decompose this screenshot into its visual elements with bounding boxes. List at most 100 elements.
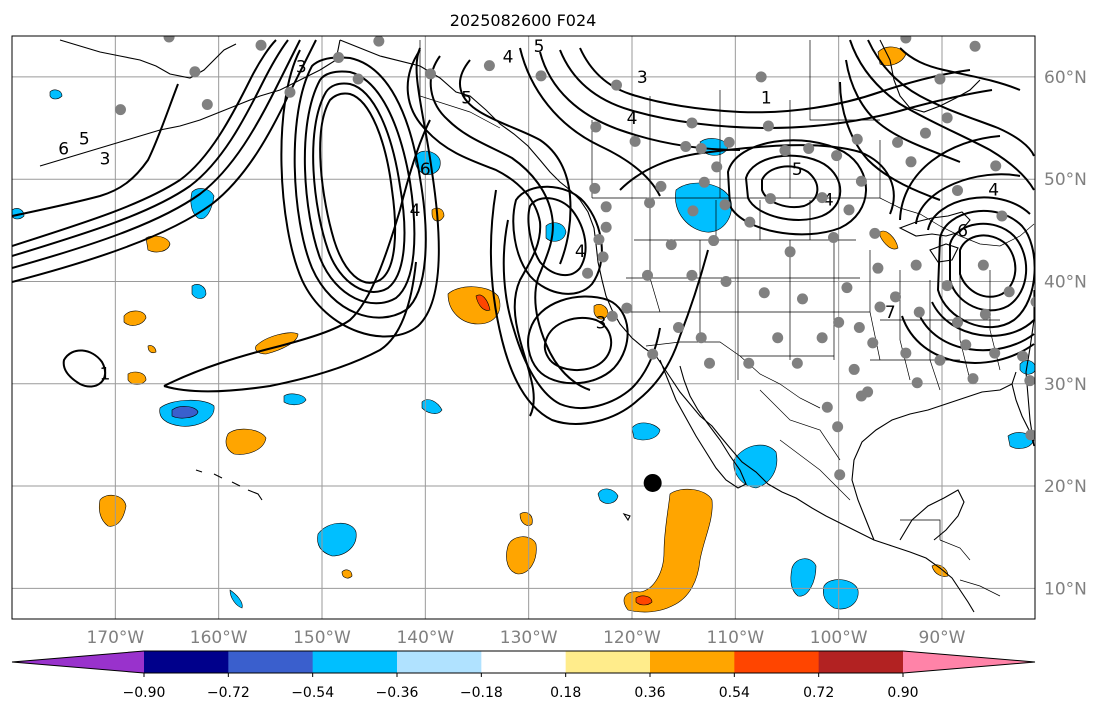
negative-anomaly-blob [191, 284, 207, 299]
station-dot [913, 306, 925, 318]
station-dot [719, 199, 731, 211]
station-dot [352, 73, 364, 85]
colorbar-label: 0.36 [634, 685, 665, 701]
alaska-western-coastline [59, 39, 237, 79]
contour-line [62, 349, 107, 388]
station-dot [990, 160, 1002, 172]
colorbar-label: −0.90 [123, 685, 166, 701]
colorbar-segment [228, 651, 314, 673]
contour-label: 5 [79, 129, 90, 149]
contour-line [12, 39, 301, 269]
station-dot [779, 145, 791, 157]
contour-lines [12, 39, 1035, 425]
station-dot [115, 104, 126, 116]
station-dot [816, 332, 828, 344]
contour-line [936, 210, 1035, 329]
station-dot [977, 259, 989, 271]
station-dot [784, 246, 796, 258]
colorbar-label: 0.54 [719, 685, 750, 701]
station-dot [723, 136, 735, 148]
colorbar-label: 0.90 [887, 685, 918, 701]
contour-line [527, 197, 587, 277]
colorbar-segment [481, 651, 567, 673]
contour-label: 1 [100, 365, 111, 385]
station-dot [797, 293, 808, 305]
lon-tick-label: 100°W [810, 628, 868, 648]
lon-tick-label: 140°W [396, 628, 454, 648]
colorbar-segment [565, 651, 651, 673]
contour-line [744, 154, 842, 221]
contour-line [512, 185, 603, 295]
contour-line [949, 222, 1027, 312]
station-dot [979, 308, 991, 320]
station-dot [934, 73, 946, 85]
contour-line [319, 92, 397, 284]
station-dot [687, 205, 699, 217]
station-dot [816, 192, 828, 204]
colorbar-extend-high [903, 651, 1035, 673]
station-dot [952, 316, 963, 328]
station-dot [600, 221, 612, 233]
station-dot [606, 310, 618, 322]
site-marker [643, 473, 662, 492]
station-dot [941, 112, 953, 124]
positive-anomaly-blob [225, 428, 267, 455]
station-dot [1003, 286, 1015, 298]
contour-label: 5 [534, 37, 545, 57]
contour-line [726, 139, 867, 236]
alaska-canada-border [419, 40, 501, 129]
positive-anomaly-blob [98, 494, 127, 527]
station-dot [1024, 375, 1035, 387]
contour-label: 3 [296, 58, 307, 78]
contour-line [459, 59, 572, 265]
station-dot [831, 150, 843, 162]
station-dot [189, 66, 201, 78]
lon-tick-label: 160°W [190, 628, 248, 648]
negative-anomaly-blob [733, 444, 778, 489]
station-dot [960, 339, 972, 351]
contour-line [303, 70, 416, 305]
contour-line [915, 173, 1035, 352]
baja-california-coastline [659, 359, 747, 489]
station-dot [611, 79, 622, 91]
station-dot [996, 210, 1008, 222]
station-dot [989, 347, 1001, 359]
colorbar-segment [818, 651, 904, 673]
negative-anomaly-blob [283, 393, 307, 406]
lon-tick-label: 130°W [500, 628, 558, 648]
station-dot [647, 348, 659, 360]
station-dot [900, 347, 912, 359]
lat-tick-label: 40°N [1044, 272, 1087, 292]
contour-label: 6 [957, 221, 968, 241]
positive-anomaly-blob [147, 345, 157, 354]
station-dot [644, 197, 656, 209]
station-dot [874, 301, 886, 313]
station-dot [1038, 404, 1049, 415]
station-dot [686, 117, 698, 129]
negative-anomaly-blob [790, 558, 817, 597]
station-dot [900, 36, 912, 44]
station-dot [695, 143, 707, 155]
station-dot [1025, 429, 1035, 441]
contour-label: 7 [885, 303, 896, 323]
station-dot [704, 357, 715, 369]
negative-anomaly-blob [1019, 360, 1035, 375]
positive-anomaly-blob [123, 310, 147, 326]
map-background [12, 36, 1035, 619]
station-dot [642, 269, 653, 281]
contour-line [845, 59, 961, 163]
station-dot [284, 86, 296, 98]
contour-label: 3 [100, 150, 111, 170]
station-dot [593, 234, 605, 246]
station-dot [869, 227, 881, 239]
contour-line [849, 39, 1035, 191]
contour-line [12, 39, 317, 283]
contour-line [867, 39, 1035, 157]
station-dot [762, 120, 774, 132]
mexico-state-borders [759, 389, 941, 540]
contour-line [293, 56, 427, 319]
station-dot [855, 175, 867, 187]
station-dot [821, 401, 833, 413]
contour-line [280, 47, 440, 338]
contour-line [163, 119, 431, 387]
